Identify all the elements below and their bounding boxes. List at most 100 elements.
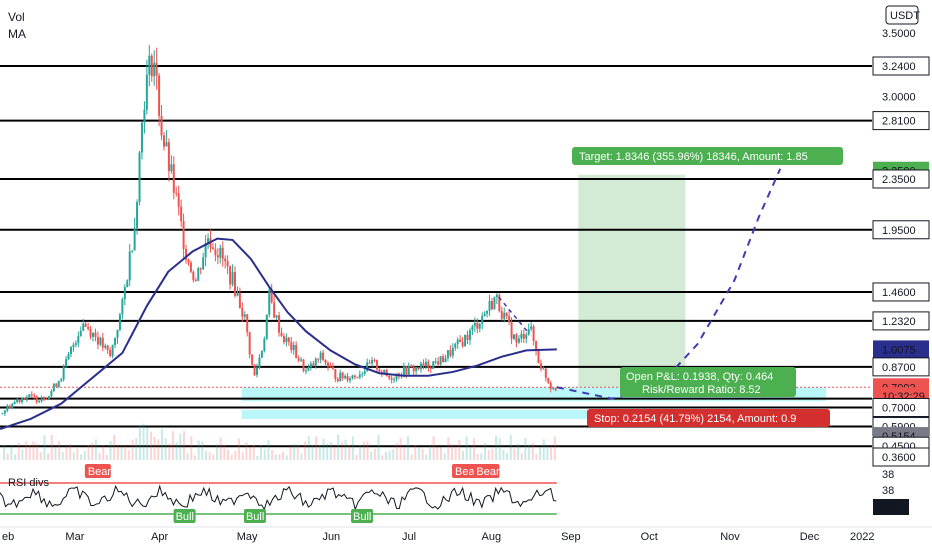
candle-body [133, 228, 136, 251]
candle-body [162, 135, 165, 147]
candle-body [461, 342, 464, 347]
candle-body [353, 375, 356, 377]
volume-bar [443, 453, 446, 460]
candle-body [527, 329, 530, 335]
volume-bar [98, 453, 101, 460]
volume-bar [113, 434, 116, 460]
candle-body [390, 378, 393, 380]
volume-bar [127, 450, 130, 460]
candle-body [473, 322, 476, 327]
candle-body [16, 400, 19, 403]
volume-bar [54, 446, 57, 460]
candle-body [160, 116, 163, 136]
candle-body [278, 315, 281, 333]
volume-bar [359, 445, 362, 460]
bull-tag-2 [351, 509, 374, 523]
candle-body [197, 268, 200, 281]
volume-bar [193, 455, 196, 460]
candle-body [459, 339, 462, 343]
candle-body [43, 398, 46, 400]
candle-body [449, 350, 452, 356]
volume-bar [58, 441, 61, 460]
volume-bar [473, 438, 476, 460]
volume-bar [190, 436, 193, 460]
volume-bar [517, 443, 520, 460]
price-badge-6 [872, 311, 930, 331]
time-axis-label-5: Jul [402, 531, 416, 543]
candle-body [238, 293, 241, 308]
price-badge-15 [872, 447, 930, 467]
price-badge-1 [872, 111, 930, 131]
candle-body [131, 250, 134, 252]
bear-tag-label-1: Bear [455, 466, 479, 478]
candle-body [211, 247, 214, 250]
bear-tag-2 [473, 464, 500, 478]
candle-body [65, 359, 68, 367]
candle-body [466, 334, 469, 340]
candle-body [13, 402, 16, 404]
candle-body [351, 375, 354, 379]
candle-body [544, 368, 547, 378]
volume-bar [21, 449, 24, 460]
volume-bar [234, 450, 237, 460]
time-axis-label-6: Aug [482, 531, 502, 543]
volume-bar [91, 442, 94, 460]
volume-bar [179, 433, 182, 460]
volume-bar [553, 436, 556, 460]
volume-bar [69, 443, 72, 460]
candle-body [251, 354, 254, 365]
candle-body [329, 366, 332, 368]
rsi-line [0, 484, 557, 511]
candle-body [505, 312, 508, 316]
candle-body [121, 299, 124, 315]
candle-body [143, 109, 146, 123]
volume-bar [256, 455, 259, 460]
candle-body [385, 369, 388, 377]
price-badge-label-0: 3.2400 [882, 61, 916, 73]
candle-body [99, 337, 102, 345]
candle-body [8, 405, 11, 409]
volume-bar [322, 438, 325, 460]
volume-bar [267, 440, 270, 460]
candle-body [258, 357, 261, 368]
volume-bar [186, 453, 189, 460]
volume-bar [245, 442, 248, 460]
candle-body [297, 358, 300, 361]
volume-bar [315, 436, 318, 460]
candle-body [273, 302, 276, 318]
candle-body [300, 359, 303, 361]
rsi-axis-tick: 38 [882, 485, 894, 497]
time-axis[interactable]: eb Mar Apr May Jun Jul Aug Sep Oct Nov Dec 2022 [0, 526, 932, 543]
volume-bar [484, 443, 487, 460]
candle-body [402, 366, 405, 376]
volume-bar [524, 437, 527, 460]
candle-body [153, 62, 156, 77]
candle-body [530, 326, 533, 330]
volume-bar [498, 438, 501, 460]
candle-body [490, 301, 493, 310]
candle-body [155, 62, 158, 76]
candle-body [204, 242, 207, 258]
bear-tag-label-2: Bear [476, 466, 500, 478]
volume-bar [454, 448, 457, 460]
candle-body [136, 201, 139, 229]
candle-body [270, 289, 273, 303]
candle-body [140, 122, 143, 153]
candle-body [3, 410, 6, 414]
candle-body [265, 314, 268, 339]
candle-body [371, 359, 374, 364]
volume-bar [223, 445, 226, 460]
candle-body [471, 326, 474, 331]
candle-body [138, 152, 141, 202]
candle-body [341, 372, 344, 379]
price-tick-label: 3.5000 [882, 28, 916, 40]
candle-body [349, 378, 352, 381]
candle-body [375, 360, 378, 370]
candle-body [69, 347, 72, 355]
candle-body [116, 329, 119, 338]
price-axis[interactable]: 3.50003.00003.24002.81002.35002.35001.95… [872, 0, 932, 530]
volume-bar [476, 454, 479, 460]
time-axis-label-9: Nov [720, 531, 740, 543]
